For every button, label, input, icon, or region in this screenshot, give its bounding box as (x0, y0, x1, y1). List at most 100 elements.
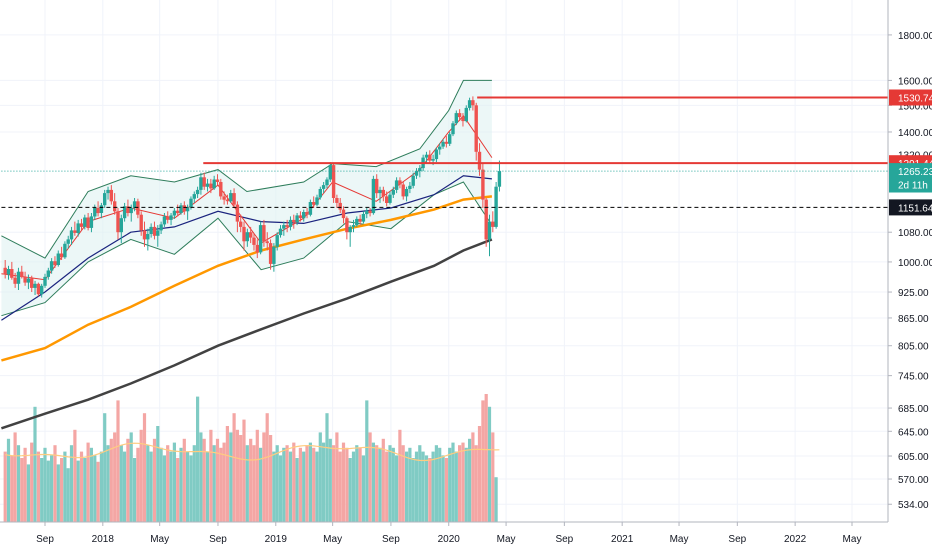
candle-body[interactable] (49, 261, 54, 271)
candle-body[interactable] (404, 189, 409, 197)
candle-body[interactable] (53, 261, 57, 266)
candle-body[interactable] (418, 168, 422, 172)
candle-body[interactable] (162, 216, 167, 225)
candle-body[interactable] (10, 269, 14, 278)
candle-body[interactable] (176, 210, 180, 214)
candle-body[interactable] (298, 215, 303, 219)
candle-body[interactable] (26, 278, 31, 283)
candle-body[interactable] (375, 178, 379, 194)
candle-body[interactable] (79, 223, 84, 227)
candle-body[interactable] (73, 230, 77, 233)
candle-body[interactable] (6, 269, 11, 275)
candle-body[interactable] (30, 278, 34, 288)
candle-body[interactable] (282, 225, 286, 229)
candle-body[interactable] (189, 198, 193, 208)
candle-body[interactable] (59, 253, 64, 258)
candle-body[interactable] (129, 208, 133, 214)
candle-body[interactable] (398, 180, 402, 185)
candle-body[interactable] (365, 210, 369, 215)
candle-body[interactable] (328, 165, 332, 180)
candle-body[interactable] (335, 198, 339, 203)
candle-body[interactable] (229, 193, 233, 202)
candle-body[interactable] (215, 179, 220, 183)
candle-body[interactable] (166, 216, 170, 220)
candle-body[interactable] (391, 189, 395, 195)
candle-body[interactable] (318, 189, 322, 198)
candle-body[interactable] (378, 189, 382, 194)
candle-body[interactable] (411, 175, 415, 186)
candle-body[interactable] (99, 205, 104, 213)
time-axis[interactable]: Sep 2018 May Sep 2019 May Sep 2020 May Sep 2021 May… (0, 521, 888, 545)
candle-body[interactable] (149, 226, 153, 234)
candle-body[interactable] (262, 225, 266, 242)
candle-body[interactable] (116, 211, 120, 233)
candle-body[interactable] (103, 193, 107, 206)
candle-body[interactable] (408, 185, 412, 189)
candle-body[interactable] (219, 182, 223, 197)
candle-body[interactable] (63, 243, 67, 258)
candle-body[interactable] (126, 206, 130, 213)
candle-body[interactable] (13, 277, 17, 284)
candle-body[interactable] (351, 225, 356, 227)
candle-body[interactable] (315, 197, 319, 205)
candle-body[interactable] (202, 177, 206, 187)
candle-body[interactable] (325, 179, 329, 186)
candle-body[interactable] (252, 237, 256, 245)
candle-body[interactable] (454, 113, 458, 124)
candle-body[interactable] (348, 226, 352, 233)
candle-body[interactable] (199, 177, 203, 190)
candle-body[interactable] (278, 228, 283, 236)
candle-body[interactable] (192, 194, 196, 199)
candle-body[interactable] (239, 221, 243, 227)
candle-body[interactable] (321, 185, 326, 189)
candle-body[interactable] (245, 232, 249, 242)
candle-body[interactable] (272, 246, 276, 264)
candle-body[interactable] (345, 218, 349, 233)
candle-body[interactable] (292, 219, 296, 223)
candle-body[interactable] (212, 179, 216, 189)
candle-body[interactable] (434, 149, 439, 160)
candle-body[interactable] (444, 141, 449, 144)
candle-body[interactable] (338, 202, 342, 210)
candle-body[interactable] (179, 205, 183, 213)
candle-body[interactable] (172, 210, 177, 216)
candle-body[interactable] (394, 180, 399, 190)
candle-body[interactable] (381, 189, 385, 197)
candle-body[interactable] (195, 189, 200, 195)
candle-body[interactable] (275, 235, 279, 247)
candle-body[interactable] (497, 171, 502, 187)
candle-body[interactable] (86, 217, 90, 229)
candle-body[interactable] (235, 204, 240, 222)
candle-body[interactable] (428, 154, 432, 161)
candle-body[interactable] (205, 183, 210, 187)
candle-body[interactable] (491, 221, 495, 227)
candle-body[interactable] (431, 159, 435, 161)
candle-body[interactable] (471, 100, 475, 106)
candle-body[interactable] (368, 210, 372, 214)
candle-body[interactable] (43, 276, 47, 286)
candle-body[interactable] (76, 223, 80, 233)
candle-body[interactable] (16, 271, 21, 284)
candle-body[interactable] (371, 178, 376, 214)
candle-body[interactable] (461, 117, 465, 122)
candle-body[interactable] (136, 201, 140, 215)
candle-body[interactable] (33, 283, 37, 288)
candle-body[interactable] (159, 224, 163, 231)
candle-body[interactable] (122, 206, 127, 219)
candle-body[interactable] (242, 226, 246, 242)
candle-body[interactable] (83, 217, 87, 227)
candle-body[interactable] (225, 199, 230, 202)
candle-body[interactable] (139, 214, 143, 231)
candle-body[interactable] (46, 270, 50, 277)
candle-body[interactable] (209, 183, 213, 189)
candle-body[interactable] (96, 208, 100, 214)
candle-body[interactable] (268, 243, 273, 264)
candle-body[interactable] (142, 230, 147, 240)
candle-body[interactable] (295, 215, 299, 223)
candle-body[interactable] (487, 221, 492, 240)
candle-body[interactable] (113, 201, 117, 212)
candle-body[interactable] (474, 105, 478, 152)
candle-body[interactable] (477, 151, 482, 170)
candle-body[interactable] (40, 285, 44, 295)
candle-body[interactable] (451, 123, 455, 135)
